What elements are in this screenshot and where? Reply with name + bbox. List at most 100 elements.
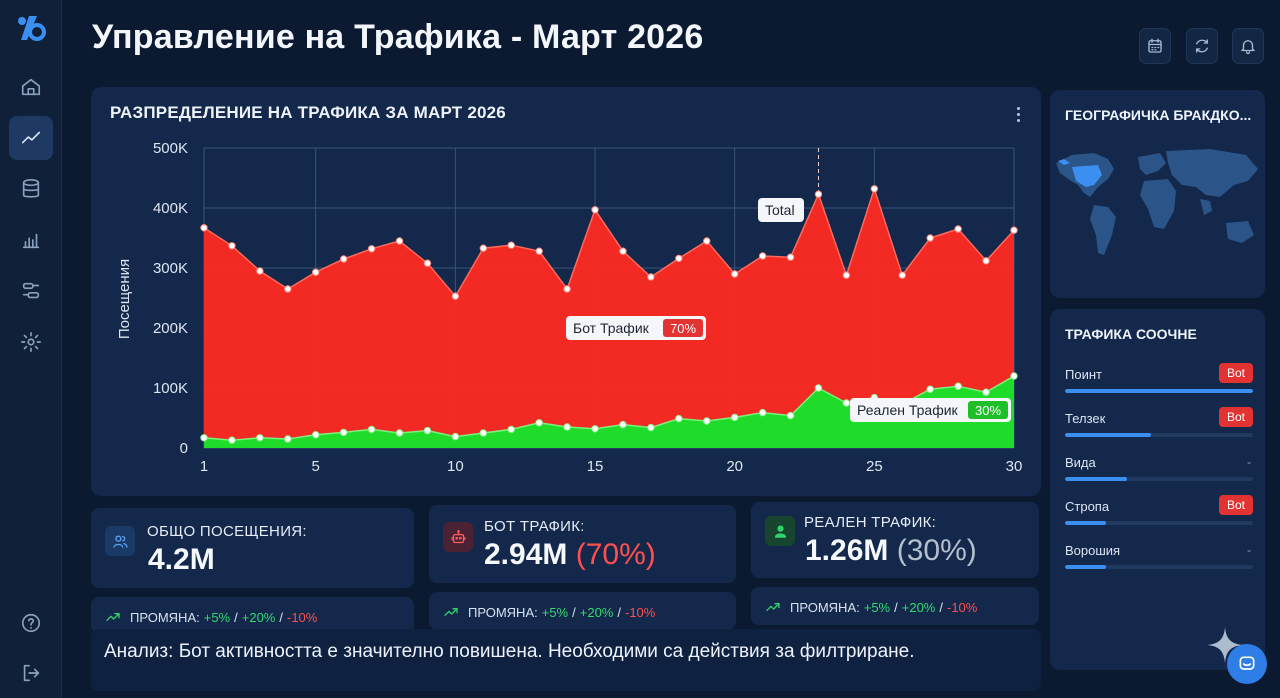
x-tick-label: 5 xyxy=(312,458,320,475)
total-point xyxy=(284,285,292,293)
robot-icon xyxy=(443,522,473,552)
real-point xyxy=(535,419,543,427)
sliders-icon xyxy=(22,282,40,299)
real-point xyxy=(312,431,320,439)
site-row[interactable]: Поинт Bot xyxy=(1065,363,1253,407)
calendar-button[interactable] xyxy=(1139,28,1171,64)
nav-database[interactable] xyxy=(9,167,53,211)
y-tick-label: 500K xyxy=(153,140,188,157)
nav-settings[interactable] xyxy=(9,320,53,364)
real-point xyxy=(256,434,264,442)
nav-home[interactable] xyxy=(9,65,53,109)
bot-badge: Bot xyxy=(1218,363,1253,383)
bot-traffic-annotation: Бот Трафик 70% xyxy=(566,316,706,340)
y-tick-label: 400K xyxy=(153,200,188,217)
real-point xyxy=(367,425,376,434)
site-name: Вида xyxy=(1065,455,1096,470)
total-point xyxy=(367,245,376,253)
real-point xyxy=(954,382,962,390)
total-point xyxy=(758,252,767,260)
refresh-button[interactable] xyxy=(1186,28,1218,64)
y-tick-label: 200K xyxy=(153,320,188,337)
site-status-dash: - xyxy=(1247,543,1251,557)
site-row[interactable]: Вида - xyxy=(1065,455,1253,495)
real-point xyxy=(563,423,571,431)
site-name: Ворошия xyxy=(1065,543,1121,558)
refresh-icon xyxy=(1196,39,1208,53)
real-point xyxy=(703,417,711,425)
bot-traffic-annotation-pct-bg xyxy=(663,319,703,337)
total-point xyxy=(870,185,879,193)
trend-line-icon xyxy=(21,131,41,144)
change-a: +5% xyxy=(863,599,891,615)
change-a: +5% xyxy=(203,609,231,625)
total-point xyxy=(1010,226,1018,234)
nav-analytics[interactable] xyxy=(9,218,53,262)
real-traffic-annotation-pct-bg xyxy=(968,401,1008,419)
total-change-card: ПРОМЯНА: +5% / +20% / -10% xyxy=(91,597,414,634)
nav-logout[interactable] xyxy=(9,651,53,695)
sites-card: ТРАФИКА СООЧНЕ Поинт Bot Телзек Bot Вида - Стр… xyxy=(1050,309,1265,670)
site-status-dash: - xyxy=(1247,455,1251,469)
total-visits-value: 4.2M xyxy=(148,543,215,576)
total-point xyxy=(730,270,739,278)
nav-integrations[interactable] xyxy=(9,269,53,313)
y-axis-label: Посещения xyxy=(116,259,133,339)
database-icon xyxy=(22,179,40,198)
total-point xyxy=(423,259,432,267)
real-point xyxy=(451,432,460,441)
x-tick-label: 30 xyxy=(1006,458,1023,475)
more-options-icon[interactable] xyxy=(1015,107,1021,125)
total-point xyxy=(898,271,906,279)
real-point xyxy=(814,384,823,392)
total-point xyxy=(339,255,348,263)
total-point xyxy=(619,247,627,255)
x-tick-label: 10 xyxy=(447,458,464,475)
real-traffic-card: РЕАЛЕН ТРАФИК: 1.26M (30%) xyxy=(751,502,1039,578)
real-point xyxy=(1010,372,1018,380)
total-point xyxy=(535,247,543,255)
change-sep: / xyxy=(617,604,621,620)
site-name: Стропа xyxy=(1065,499,1110,514)
total-annotation-bg xyxy=(758,198,804,222)
total-annotation-text: Total xyxy=(765,202,795,218)
app-logo[interactable] xyxy=(15,12,47,44)
total-point xyxy=(507,241,515,249)
nav-trends[interactable] xyxy=(9,116,53,160)
site-progress-fill xyxy=(1065,477,1128,481)
world-map[interactable] xyxy=(1050,145,1265,275)
real-point xyxy=(842,399,851,407)
trend-up-icon xyxy=(444,608,458,616)
calendar-icon xyxy=(1148,38,1162,53)
real-point xyxy=(730,413,739,422)
real-point xyxy=(479,429,488,437)
y-tick-label: 100K xyxy=(153,380,188,397)
site-row[interactable]: Телзек Bot xyxy=(1065,407,1253,451)
total-point xyxy=(479,244,488,252)
change-b: +20% xyxy=(579,604,614,620)
geo-title: ГЕОГРАФИЧКА БРАКДКО... xyxy=(1065,107,1252,123)
site-row[interactable]: Ворошия - xyxy=(1065,543,1253,583)
notifications-button[interactable] xyxy=(1232,28,1264,64)
nav-help[interactable] xyxy=(9,601,53,645)
gear-icon xyxy=(21,332,41,352)
real-point xyxy=(507,425,515,434)
real-traffic-value-row: 1.26M (30%) xyxy=(805,534,977,568)
x-tick-label: 20 xyxy=(726,458,743,475)
real-point xyxy=(228,436,236,444)
real-traffic-annotation-pct: 30% xyxy=(975,403,1001,418)
sites-title: ТРАФИКА СООЧНЕ xyxy=(1065,326,1197,342)
real-point xyxy=(339,428,348,437)
total-point xyxy=(451,292,460,300)
site-row[interactable]: Стропа Bot xyxy=(1065,495,1253,539)
chat-button[interactable] xyxy=(1227,644,1267,684)
real-point xyxy=(758,408,767,417)
total-point xyxy=(926,234,934,242)
site-progress-bar xyxy=(1065,565,1253,569)
total-point xyxy=(842,271,851,279)
change-label: ПРОМЯНА: xyxy=(468,604,538,620)
site-progress-fill xyxy=(1065,565,1107,569)
bot-traffic-label: БОТ ТРАФИК: xyxy=(484,518,585,535)
